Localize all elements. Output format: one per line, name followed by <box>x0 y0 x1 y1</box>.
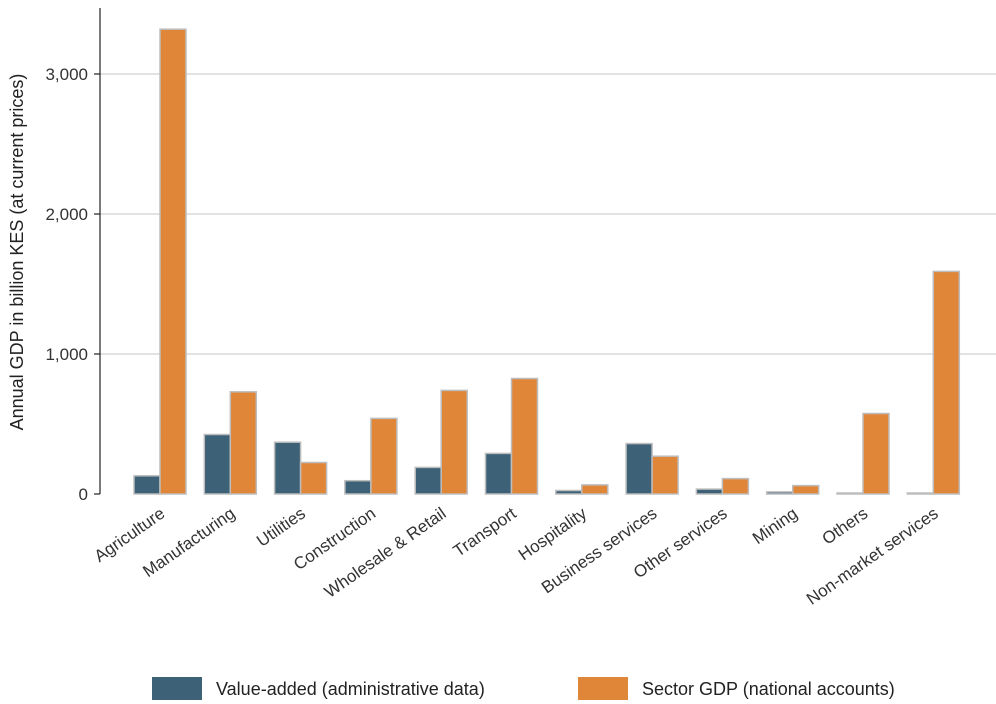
bar-sector-gdp <box>159 28 187 495</box>
x-tick-label: Transport <box>450 504 520 561</box>
legend-label-value-added: Value-added (administrative data) <box>216 679 485 699</box>
axes-layer <box>94 8 101 495</box>
x-tick-label: Wholesale & Retail <box>321 504 450 602</box>
bar-sector-gdp <box>862 412 890 495</box>
bar-sector-gdp <box>229 391 258 495</box>
y-tick-label: 1,000 <box>45 345 88 364</box>
x-tick-label: Mining <box>749 504 801 548</box>
bar-sector-gdp <box>932 270 961 495</box>
bar-sector-gdp <box>299 461 328 495</box>
bar-value-added <box>765 491 794 495</box>
legend-label-sector-gdp: Sector GDP (national accounts) <box>642 679 895 699</box>
x-tick-label: Business services <box>538 504 660 598</box>
legend-swatch-sector-gdp <box>578 677 628 700</box>
bar-sector-gdp <box>510 377 539 495</box>
grid-layer <box>100 73 996 355</box>
bar-sector-gdp <box>651 455 679 495</box>
bar-value-added <box>344 479 372 495</box>
bar-value-added <box>836 492 864 495</box>
bar-value-added <box>273 441 302 495</box>
legend: Value-added (administrative data) Sector… <box>152 677 895 700</box>
x-tick-label: Others <box>819 504 872 549</box>
x-tick-label: Non-market services <box>803 504 942 609</box>
y-axis-label: Annual GDP in billion KES (at current pr… <box>7 74 27 431</box>
bar-sector-gdp <box>581 484 609 495</box>
y-tick-label: 0 <box>79 485 88 504</box>
bar-sector-gdp <box>791 484 820 495</box>
bars-layer <box>133 28 961 495</box>
y-tick-label: 2,000 <box>45 205 88 224</box>
bar-value-added <box>133 475 161 495</box>
y-tick-label: 3,000 <box>45 65 88 84</box>
y-tick-labels: 0 1,000 2,000 3,000 <box>45 65 88 504</box>
bar-value-added <box>414 466 442 495</box>
bar-value-added <box>555 489 583 495</box>
bar-value-added <box>203 433 232 495</box>
legend-swatch-value-added <box>152 677 202 700</box>
bar-sector-gdp <box>721 477 750 495</box>
bar-value-added <box>625 442 653 495</box>
x-tick-label: Utilities <box>253 504 309 551</box>
bar-sector-gdp <box>440 389 468 495</box>
bar-sector-gdp <box>370 417 398 495</box>
bar-value-added <box>906 492 935 495</box>
bar-value-added <box>484 452 513 495</box>
bar-value-added <box>695 488 724 495</box>
